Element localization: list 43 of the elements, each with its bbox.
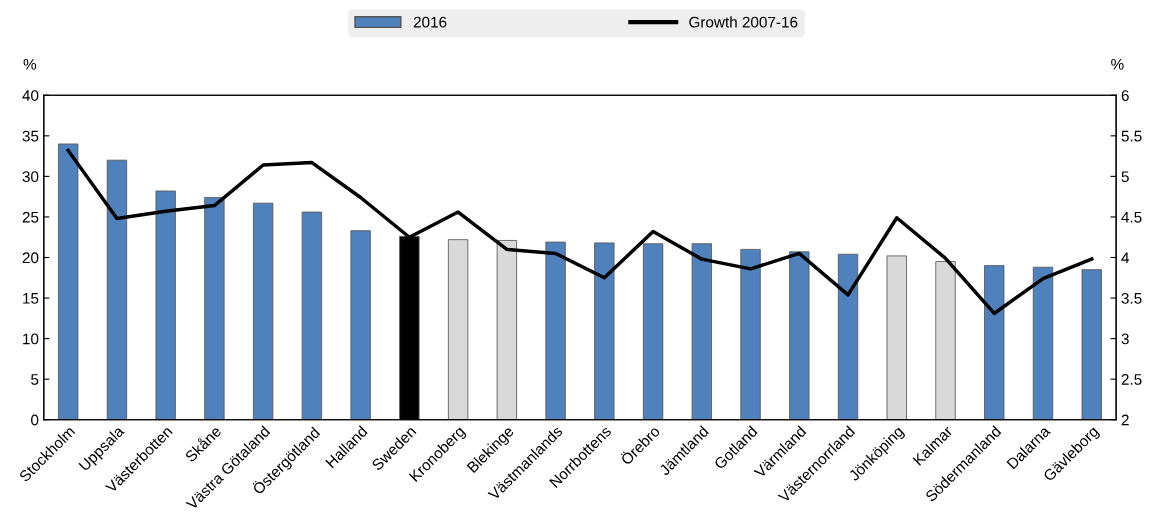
bar bbox=[350, 230, 371, 420]
y2-tick-label: 3 bbox=[1121, 333, 1129, 345]
y-tick-label: 40 bbox=[22, 90, 39, 101]
bar bbox=[837, 253, 859, 420]
y-tick-label: 25 bbox=[22, 211, 39, 223]
bar bbox=[594, 242, 615, 420]
bar bbox=[642, 243, 664, 420]
y-tick-label: 0 bbox=[31, 414, 39, 426]
bar bbox=[252, 202, 274, 420]
bar bbox=[545, 241, 566, 420]
y2-tick-label: 4 bbox=[1121, 252, 1130, 264]
bar bbox=[740, 248, 761, 420]
y2-tick-label: 5 bbox=[1121, 171, 1129, 183]
y2-tick-label: 5.5 bbox=[1121, 130, 1142, 142]
bar bbox=[447, 239, 469, 420]
bar bbox=[984, 265, 1005, 420]
y-axis-title: % bbox=[23, 58, 37, 70]
y-tick-label: 20 bbox=[22, 252, 39, 264]
y-tick-label: 30 bbox=[22, 171, 39, 183]
y-tick-label: 5 bbox=[31, 374, 39, 385]
bar bbox=[155, 190, 176, 420]
y-tick-label: 15 bbox=[23, 293, 39, 304]
legend-label: Growth 2007-16 bbox=[689, 16, 798, 28]
bar bbox=[58, 143, 79, 420]
bar bbox=[789, 251, 810, 420]
y2-tick-label: 4.5 bbox=[1121, 211, 1142, 223]
bar bbox=[496, 240, 518, 420]
y2-axis-title: % bbox=[1111, 58, 1124, 70]
bar bbox=[886, 255, 907, 420]
bar bbox=[691, 243, 712, 420]
y-tick-label: 10 bbox=[23, 333, 39, 345]
y2-tick-label: 2.5 bbox=[1121, 374, 1142, 385]
legend-label: 2016 bbox=[413, 16, 447, 28]
bar bbox=[1081, 269, 1102, 420]
y2-tick-label: 2 bbox=[1121, 414, 1129, 426]
bar bbox=[1032, 266, 1054, 420]
y-tick-label: 35 bbox=[22, 130, 39, 142]
bar bbox=[204, 197, 225, 420]
bar bbox=[301, 211, 323, 420]
y2-tick-label: 6 bbox=[1121, 90, 1129, 101]
bar bbox=[106, 159, 128, 420]
bar bbox=[935, 261, 956, 420]
y2-tick-label: 3.5 bbox=[1121, 292, 1142, 304]
